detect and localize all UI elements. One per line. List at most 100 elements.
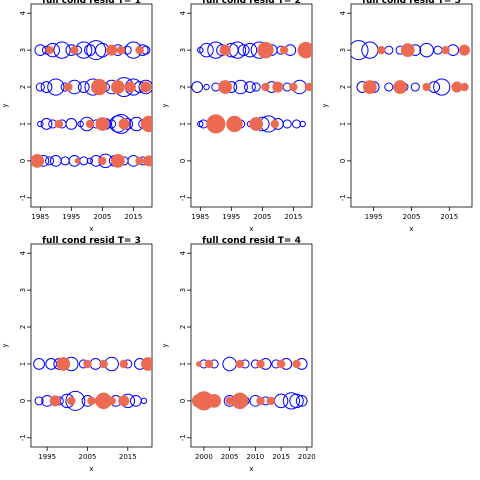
filled-point — [458, 44, 470, 56]
filled-point — [226, 115, 243, 133]
filled-point — [54, 119, 64, 129]
filled-point — [218, 80, 233, 94]
open-point — [299, 120, 306, 128]
x-tick-label: 1995 — [365, 213, 383, 221]
y-tick-label: 0 — [179, 399, 187, 403]
plot-frame — [30, 3, 153, 208]
y-tick-label: -1 — [179, 434, 187, 441]
open-point — [37, 120, 44, 128]
open-point — [282, 392, 301, 410]
panel-2: full cond resid T= 2 1985 1995 2005 2015 -1 0 1… — [161, 0, 313, 233]
open-point — [77, 81, 90, 93]
open-point — [49, 154, 62, 167]
open-point — [86, 40, 107, 61]
filled-point — [393, 80, 408, 94]
y-tick-label: 1 — [339, 122, 347, 126]
x-tick-label: 2015 — [284, 213, 302, 221]
y-tick-label: 3 — [339, 48, 347, 52]
plot-frame — [190, 243, 313, 448]
filled-point — [87, 396, 96, 406]
filled-point — [276, 359, 286, 369]
y-axis-label: y — [1, 343, 9, 347]
y-tick-label: 4 — [179, 10, 187, 15]
open-point — [282, 119, 292, 129]
open-point — [65, 390, 86, 411]
x-tick-label: 2005 — [79, 453, 97, 461]
filled-point — [204, 359, 214, 369]
filled-point — [270, 119, 279, 129]
filled-point — [45, 45, 54, 55]
panel-title: full cond resid T= 5 — [362, 0, 461, 6]
open-point — [351, 40, 369, 61]
filled-point — [83, 359, 92, 369]
x-tick-label: 2005 — [403, 213, 421, 221]
filled-point — [119, 359, 128, 369]
open-point — [45, 156, 55, 166]
x-tick-label: 1995 — [38, 453, 56, 461]
y-axis-label: y — [1, 103, 9, 107]
filled-point — [110, 153, 125, 168]
filled-point — [257, 41, 274, 59]
filled-point — [140, 81, 152, 93]
open-point — [79, 156, 89, 166]
filled-point — [135, 156, 144, 166]
y-axis-label: y — [161, 343, 169, 347]
x-axis-label: x — [89, 225, 93, 233]
open-point — [89, 358, 102, 370]
panel-title: full cond resid T= 1 — [42, 0, 141, 6]
y-tick-label: 3 — [19, 48, 27, 52]
open-point — [237, 44, 250, 57]
open-point — [203, 83, 210, 91]
filled-point — [297, 41, 312, 59]
open-point — [65, 118, 78, 130]
y-tick-label: 4 — [179, 250, 187, 255]
filled-point — [249, 117, 264, 131]
open-point — [84, 44, 96, 57]
filled-point — [292, 359, 301, 369]
x-tick-label: 1995 — [62, 213, 80, 221]
y-tick-label: 0 — [339, 159, 347, 163]
open-point — [291, 119, 302, 129]
filled-point — [195, 361, 202, 367]
open-point — [138, 79, 152, 95]
filled-point — [141, 357, 152, 371]
y-tick-label: 4 — [19, 250, 27, 255]
x-tick-label: 2010 — [246, 453, 264, 461]
open-point — [244, 81, 256, 93]
open-point — [47, 78, 65, 96]
filled-point — [118, 395, 130, 407]
filled-point — [67, 396, 76, 406]
y-axis-label: y — [161, 103, 169, 107]
filled-point — [106, 44, 118, 56]
filled-point — [256, 396, 265, 406]
y-tick-label: 2 — [179, 85, 187, 89]
open-point — [273, 393, 289, 409]
filled-point — [235, 359, 245, 369]
filled-point — [460, 82, 469, 92]
y-tick-label: 3 — [179, 48, 187, 52]
filled-point — [206, 114, 226, 134]
panel-1: full cond resid T= 1 1985 1995 2005 2015 -1 0 1… — [1, 0, 153, 233]
y-tick-label: 2 — [19, 85, 27, 89]
open-point — [60, 156, 70, 166]
filled-point — [95, 117, 110, 131]
filled-point — [143, 155, 152, 167]
x-tick-label: 2015 — [124, 213, 142, 221]
filled-point — [400, 43, 415, 58]
filled-point — [31, 153, 45, 168]
open-point — [361, 41, 379, 59]
open-point — [129, 394, 142, 407]
open-point — [191, 81, 204, 93]
markers — [33, 356, 152, 411]
x-tick-label: 2000 — [195, 453, 213, 461]
panel-title: full cond resid T= 2 — [202, 0, 301, 6]
filled-point — [363, 80, 377, 94]
filled-point — [266, 396, 276, 406]
y-tick-label: -1 — [19, 434, 27, 441]
y-tick-label: 0 — [19, 159, 27, 163]
filled-point — [422, 82, 431, 92]
y-tick-label: -1 — [339, 194, 347, 201]
x-axis-label: x — [249, 465, 253, 473]
open-point — [53, 41, 71, 59]
